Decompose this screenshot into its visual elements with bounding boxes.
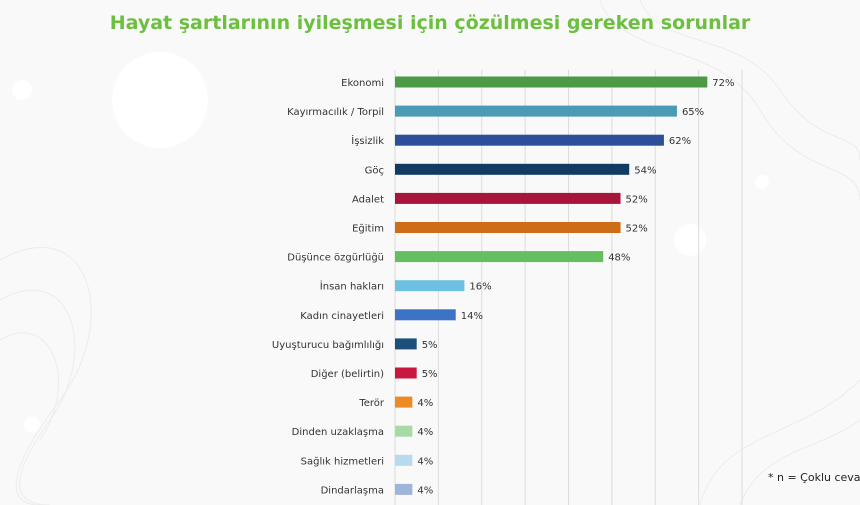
value-label: 4% <box>417 398 433 409</box>
category-label: İnsan hakları <box>320 280 384 293</box>
value-label: 5% <box>422 369 438 380</box>
value-label: 14% <box>461 311 483 322</box>
value-label: 4% <box>417 485 433 496</box>
category-label: Adalet <box>352 194 384 205</box>
footnote: * n = Çoklu cevap <box>768 471 860 484</box>
bar <box>395 251 604 263</box>
value-label: 52% <box>626 224 648 235</box>
category-label: İşsizlik <box>351 134 384 147</box>
bar <box>395 222 621 233</box>
bar <box>395 105 677 117</box>
category-label: Kadın cinayetleri <box>300 311 384 322</box>
bar <box>395 192 621 204</box>
category-label: Kayırmacılık / Torpil <box>287 107 384 118</box>
category-label: Diğer (belirtin) <box>311 368 384 380</box>
category-label: Dinden uzaklaşma <box>292 427 384 438</box>
value-label: 52% <box>626 194 648 205</box>
category-label: Göç <box>365 165 384 176</box>
category-label: Eğitim <box>352 223 384 235</box>
page-title: Hayat şartlarının iyileşmesi için çözülm… <box>109 12 751 34</box>
bar <box>395 280 465 292</box>
value-label: 4% <box>417 456 433 467</box>
bar <box>395 338 417 350</box>
bar <box>395 134 664 146</box>
bar <box>395 163 630 175</box>
value-label: 4% <box>417 427 433 438</box>
category-label: Dindarlaşma <box>321 485 384 496</box>
value-label: 5% <box>422 340 438 351</box>
bar <box>395 425 413 437</box>
bar <box>395 309 456 321</box>
category-label: Uyuşturucu bağımlılığı <box>272 339 384 351</box>
value-label: 48% <box>608 253 630 264</box>
category-label: Ekonomi <box>341 78 384 89</box>
bar <box>395 454 413 466</box>
value-label: 62% <box>669 136 691 147</box>
value-label: 65% <box>682 107 704 118</box>
category-label: Terör <box>358 398 385 409</box>
bar <box>395 483 413 495</box>
category-label: Sağlık hizmetleri <box>301 455 384 467</box>
bar <box>395 76 708 88</box>
bar <box>395 367 417 379</box>
bar <box>395 396 413 408</box>
value-label: 54% <box>634 165 656 176</box>
category-label: Düşünce özgürlüğü <box>287 252 384 264</box>
value-label: 16% <box>469 282 491 293</box>
value-label: 72% <box>712 78 734 89</box>
